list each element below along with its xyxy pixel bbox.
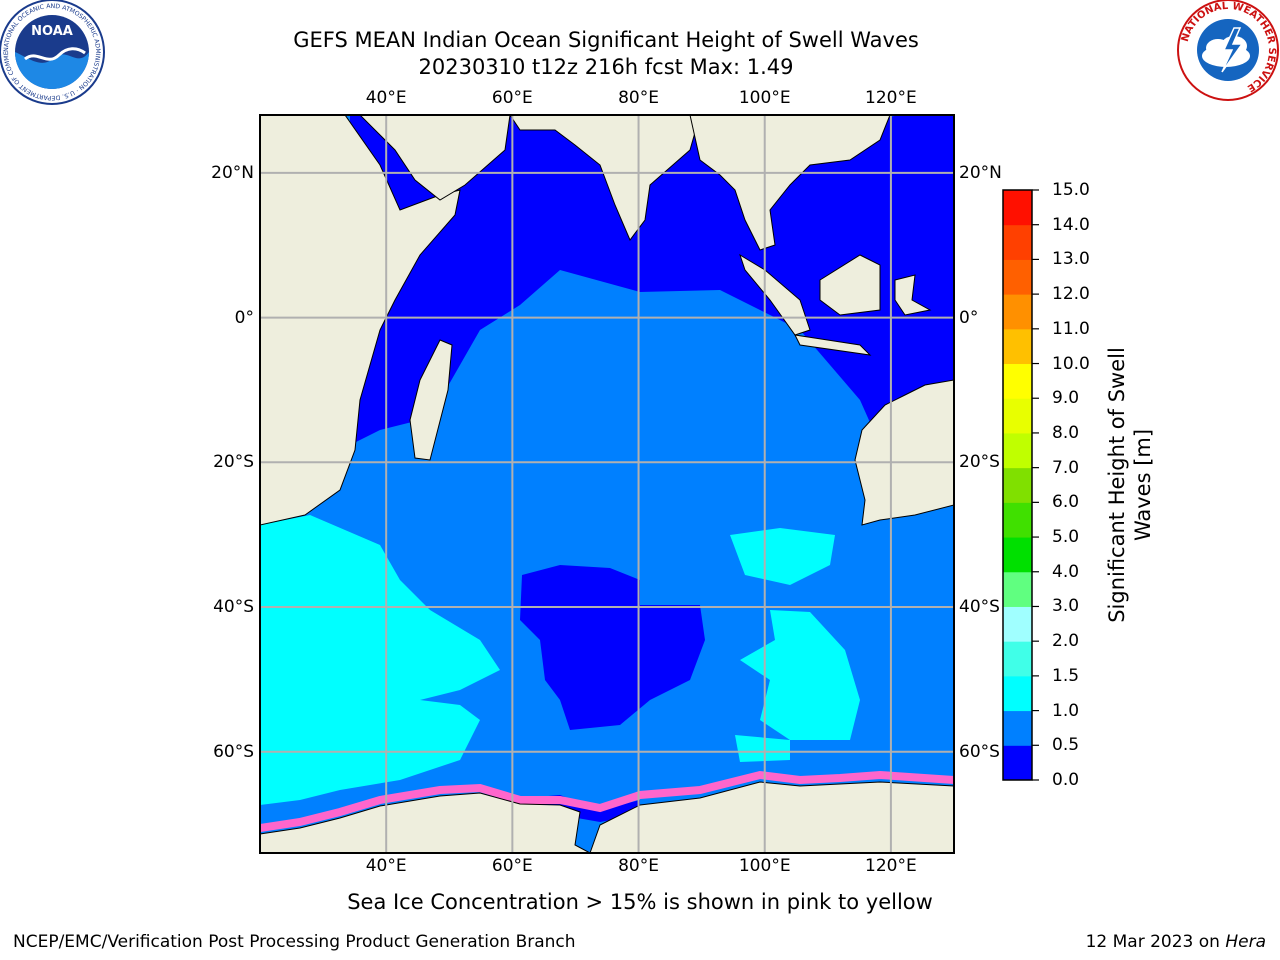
lat-tick-left: 0° — [234, 307, 254, 328]
colorbar-segment — [1003, 398, 1032, 434]
lon-tick-top: 60°E — [491, 88, 533, 108]
lon-tick-bottom: 100°E — [738, 856, 791, 876]
africa — [260, 115, 461, 526]
colorbar-segment — [1003, 606, 1032, 642]
sulawesi — [894, 274, 932, 316]
colorbar-tick-label: 7.0 — [1052, 457, 1080, 478]
lat-tick-right: 40°S — [959, 597, 1000, 617]
colorbar-segment — [1003, 537, 1032, 573]
colorbar-tick-label: 1.0 — [1052, 700, 1080, 721]
colorbar-tick-label: 4.0 — [1052, 561, 1080, 582]
lon-tick-top: 120°E — [865, 88, 917, 108]
mid-swell-southeast — [730, 528, 835, 585]
footer-credit: NCEP/EMC/Verification Post Processing Pr… — [13, 932, 576, 952]
colorbar-segment — [1003, 294, 1032, 330]
colorbar-tick-label: 13.0 — [1052, 249, 1090, 270]
colorbar-frame — [1002, 189, 1033, 781]
colorbar-segment — [1003, 224, 1032, 260]
mid-swell-southwest — [260, 515, 500, 805]
colorbar-tick-label: 8.0 — [1052, 422, 1080, 443]
lon-tick-bottom: 60°E — [491, 856, 533, 876]
lat-tick-left: 20°S — [213, 452, 254, 473]
colorbar-tick-label: 9.0 — [1052, 388, 1080, 409]
lat-tick-left: 20°N — [211, 162, 254, 183]
lon-tick-bottom: 80°E — [618, 856, 659, 876]
india — [509, 115, 701, 241]
colorbar-tick-label: 12.0 — [1052, 284, 1090, 305]
title-line-1: GEFS MEAN Indian Ocean Significant Heigh… — [293, 28, 919, 52]
colorbar-segment — [1003, 432, 1032, 469]
colorbar-tick-label: 5.0 — [1052, 527, 1080, 548]
colorbar-title: Significant Height of Swell Waves [m] — [1105, 347, 1155, 623]
lat-tick-right: 60°S — [959, 741, 1000, 762]
colorbar-segment — [1003, 467, 1032, 503]
lat-tick-right: 20°S — [959, 452, 1000, 473]
title-line-2: 20230310 t12z 216h fcst Max: 1.49 — [418, 55, 794, 79]
arabia — [359, 115, 511, 201]
low-swell-north — [350, 115, 954, 445]
colorbar-segment — [1003, 571, 1032, 607]
southeast-asia — [689, 115, 891, 251]
footer-host: Hera — [1225, 932, 1266, 952]
colorbar-tick-label: 3.0 — [1052, 596, 1080, 617]
colorbar-segment — [1003, 502, 1032, 538]
lon-tick-top: 100°E — [738, 88, 791, 108]
australia — [854, 379, 954, 526]
colorbar-tick-label: 0.5 — [1052, 735, 1080, 756]
java — [794, 334, 872, 356]
sumatra — [739, 253, 811, 336]
footer-date: 12 Mar 2023 on Hera — [1085, 932, 1266, 952]
colorbar-tick-label: 10.0 — [1052, 353, 1090, 374]
colorbar-segment — [1003, 363, 1032, 399]
colorbar-tick-label: 0.0 — [1052, 770, 1080, 790]
colorbar-tick-label: 6.0 — [1052, 492, 1080, 513]
sea-ice-note: Sea Ice Concentration > 15% is shown in … — [347, 890, 933, 914]
lat-tick-right: 20°N — [959, 162, 1002, 183]
colorbar-segment — [1003, 745, 1032, 781]
colorbar-segment — [1003, 259, 1032, 295]
colorbar-tick-label: 2.0 — [1052, 631, 1080, 652]
lon-tick-top: 80°E — [618, 88, 659, 108]
mid-swell-south — [735, 735, 790, 762]
borneo — [819, 254, 881, 316]
colorbar-segment — [1003, 641, 1032, 677]
lon-tick-top: 40°E — [365, 88, 407, 108]
madagascar — [409, 339, 453, 461]
lon-tick-bottom: 120°E — [865, 856, 917, 876]
lon-tick-bottom: 40°E — [365, 856, 407, 876]
colorbar-tick-label: 15.0 — [1052, 180, 1090, 200]
mid-swell-east — [740, 610, 860, 740]
colorbar-segment — [1003, 328, 1032, 365]
colorbar-tick-label: 11.0 — [1052, 318, 1090, 339]
lat-tick-left: 40°S — [213, 597, 254, 617]
svg-text:NOAA: NOAA — [31, 24, 73, 39]
lat-tick-right: 0° — [959, 307, 979, 328]
lat-tick-left: 60°S — [213, 741, 254, 762]
sea-ice-edge — [260, 770, 954, 832]
colorbar-segment — [1003, 710, 1032, 746]
noaa-logo: NATIONAL OCEANIC AND ATMOSPHERIC ADMINIS… — [0, 0, 105, 105]
nws-logo: NATIONAL WEATHER SERVICE — [1177, 0, 1279, 101]
colorbar-segment — [1003, 190, 1032, 226]
colorbar-tick-label: 14.0 — [1052, 214, 1090, 235]
colorbar — [1002, 189, 1039, 781]
colorbar-segment — [1003, 675, 1032, 712]
colorbar-tick-label: 1.5 — [1052, 665, 1080, 686]
antarctica — [260, 781, 954, 853]
